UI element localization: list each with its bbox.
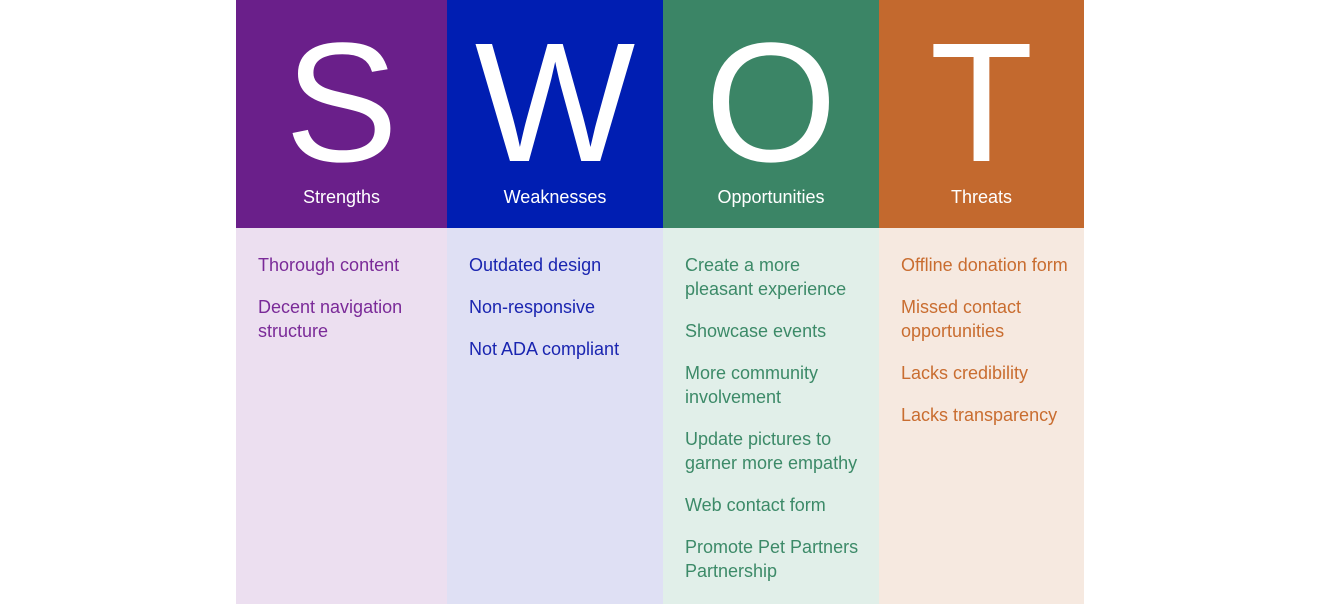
list-item: Showcase events (685, 321, 827, 341)
list-item: Non-responsive (469, 297, 596, 317)
strengths-letter: S (284, 8, 399, 198)
threats-letter: T (929, 8, 1034, 198)
list-item: Not ADA compliant (469, 339, 620, 359)
list-item: Update pictures to garner more empathy (685, 429, 858, 473)
opportunities-letter: O (704, 8, 838, 198)
list-item: Missed contact opportunities (901, 297, 1022, 341)
list-item: More community involvement (685, 363, 819, 407)
opportunities-title: Opportunities (717, 187, 825, 207)
weaknesses-letter: W (474, 8, 636, 198)
list-item: Lacks transparency (901, 405, 1058, 425)
strengths-list: Thorough content Decent navigation struc… (236, 228, 447, 604)
list-item: Lacks credibility (901, 363, 1029, 383)
strengths-header: S Strengths (236, 0, 447, 228)
weaknesses-title: Weaknesses (503, 187, 607, 207)
strengths-title: Strengths (302, 187, 381, 207)
list-item: Decent navigation structure (258, 297, 403, 341)
opportunities-list: Create a more pleasant experience Showca… (663, 228, 879, 604)
weaknesses-header: W Weaknesses (447, 0, 663, 228)
threats-column: T Threats Offline donation form Missed c… (879, 0, 1084, 604)
list-item: Web contact form (685, 495, 826, 515)
strengths-column: S Strengths Thorough content Decent navi… (236, 0, 447, 604)
list-item: Promote Pet Partners Partnership (685, 537, 859, 581)
opportunities-header: O Opportunities (663, 0, 879, 228)
swot-diagram: S Strengths Thorough content Decent navi… (236, 0, 1084, 604)
list-item: Outdated design (469, 255, 602, 275)
threats-title: Threats (950, 187, 1013, 207)
list-item: Offline donation form (901, 255, 1068, 275)
weaknesses-list: Outdated design Non-responsive Not ADA c… (447, 228, 663, 604)
list-item: Create a more pleasant experience (685, 255, 847, 299)
opportunities-column: O Opportunities Create a more pleasant e… (663, 0, 879, 604)
threats-list: Offline donation form Missed contact opp… (879, 228, 1084, 604)
weaknesses-column: W Weaknesses Outdated design Non-respons… (447, 0, 663, 604)
threats-header: T Threats (879, 0, 1084, 228)
list-item: Thorough content (258, 255, 400, 275)
